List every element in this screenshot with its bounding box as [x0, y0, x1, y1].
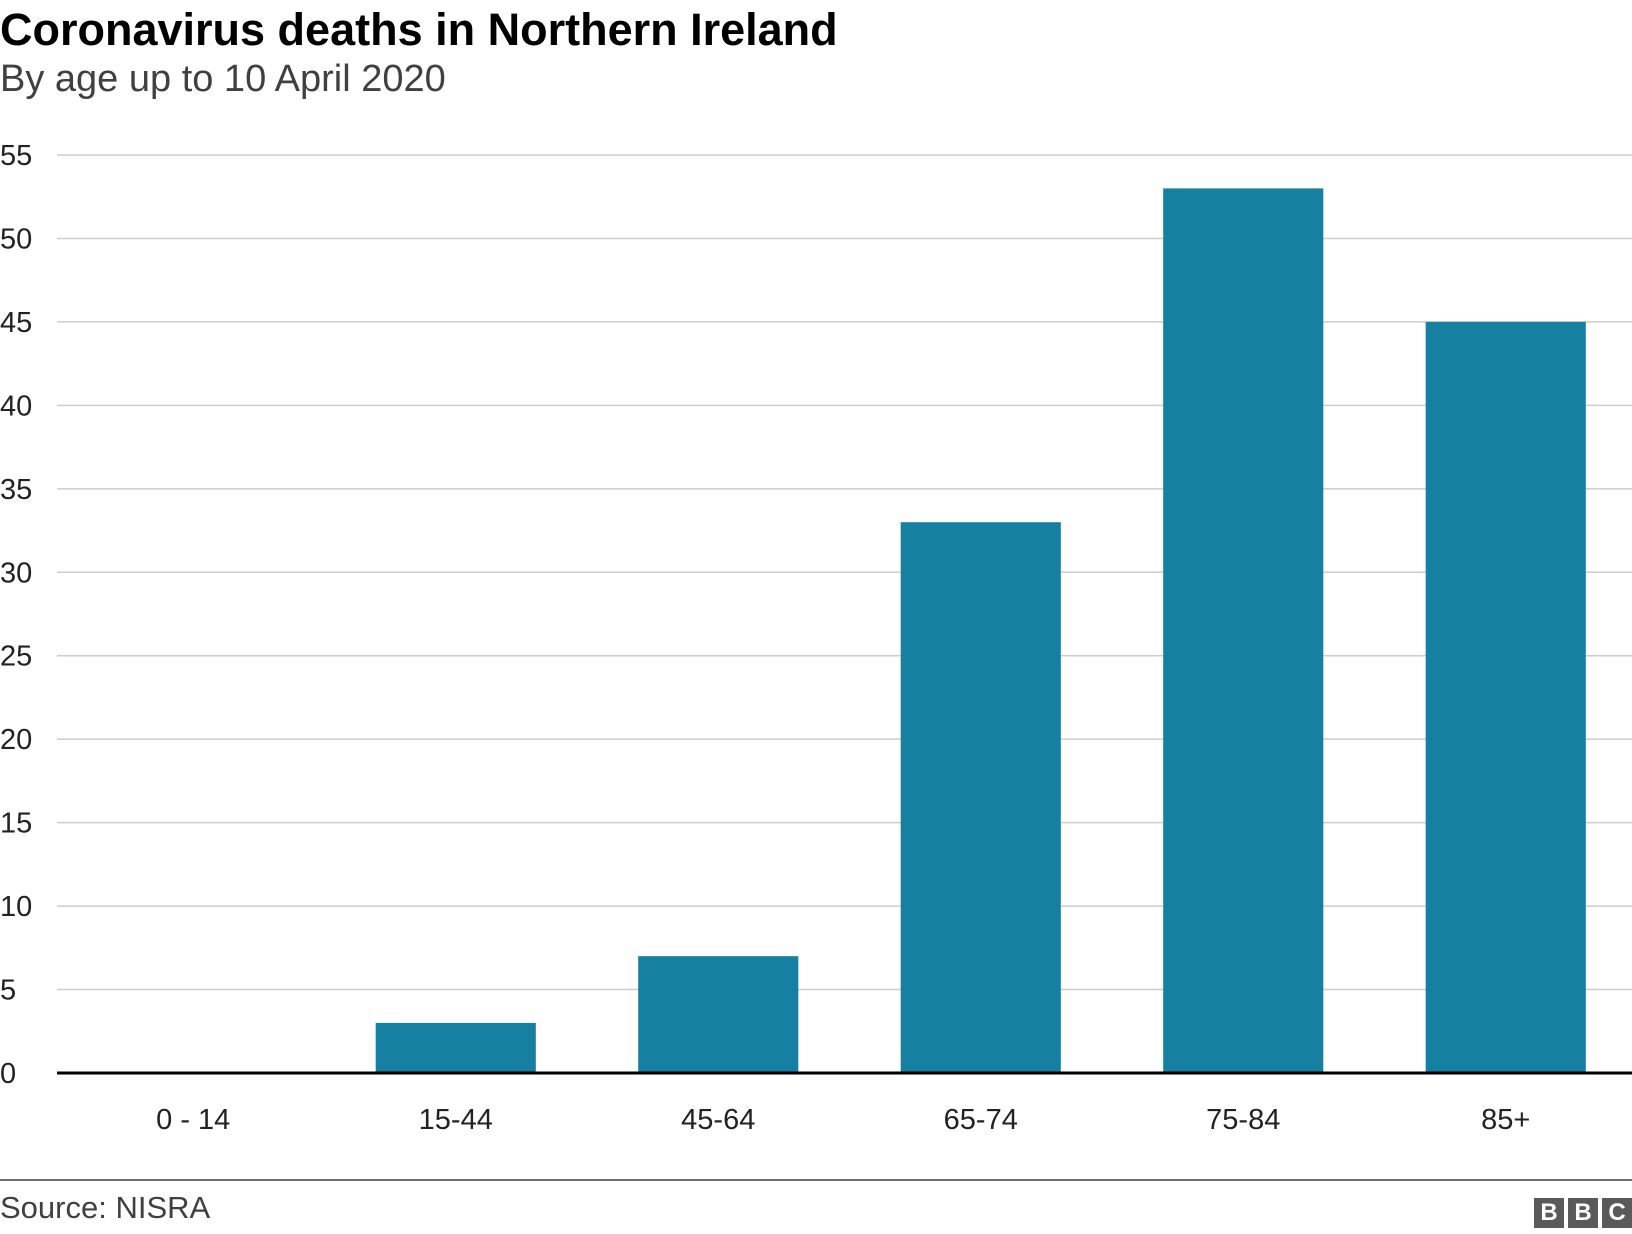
x-tick-label: 85+: [1481, 1104, 1530, 1136]
y-tick-label: 35: [0, 474, 32, 506]
y-tick-label: 5: [0, 975, 16, 1007]
bar-65-74: [900, 522, 1061, 1073]
x-tick-label: 45-64: [681, 1104, 755, 1136]
source-note: Source: NISRA: [0, 1190, 211, 1225]
bar-45-64: [638, 956, 799, 1073]
bar-75-84: [1163, 188, 1324, 1073]
y-tick-label: 55: [0, 140, 32, 172]
x-tick-label: 65-74: [944, 1104, 1018, 1136]
y-tick-label: 45: [0, 307, 32, 339]
y-tick-label: 15: [0, 808, 32, 840]
x-tick-label: 0 - 14: [156, 1104, 230, 1136]
footer-divider: [0, 1179, 1632, 1181]
bar-85plus: [1425, 321, 1586, 1074]
x-tick-label: 15-44: [419, 1104, 493, 1136]
gridlines: [57, 154, 1632, 991]
y-tick-label: 0: [0, 1058, 16, 1090]
chart-subtitle: By age up to 10 April 2020: [0, 58, 446, 100]
x-axis-ticks: 0 - 14 15-44 45-64 65-74 75-84 85+: [156, 1104, 1530, 1136]
bbc-logo: B B C: [1534, 1198, 1632, 1228]
y-tick-label: 20: [0, 724, 32, 756]
y-axis-ticks: 0 5 10 15 20 25 30 35 40 45 50 55: [0, 140, 32, 1090]
bbc-logo-letter: B: [1534, 1198, 1564, 1228]
y-tick-label: 30: [0, 557, 32, 589]
y-tick-label: 40: [0, 390, 32, 422]
y-tick-label: 25: [0, 641, 32, 673]
bar-chart: 0 5 10 15 20 25 30 35 40 45 50 55 0 - 14 15-44 45-64 6…: [0, 140, 1632, 1136]
bbc-logo-letter: B: [1568, 1198, 1598, 1228]
bar-15-44: [375, 1022, 536, 1073]
x-tick-label: 75-84: [1206, 1104, 1280, 1136]
y-tick-label: 50: [0, 223, 32, 255]
bbc-logo-letter: C: [1602, 1198, 1632, 1228]
y-tick-label: 10: [0, 891, 32, 923]
bars: [375, 188, 1586, 1074]
chart-title: Coronavirus deaths in Northern Ireland: [0, 4, 838, 55]
